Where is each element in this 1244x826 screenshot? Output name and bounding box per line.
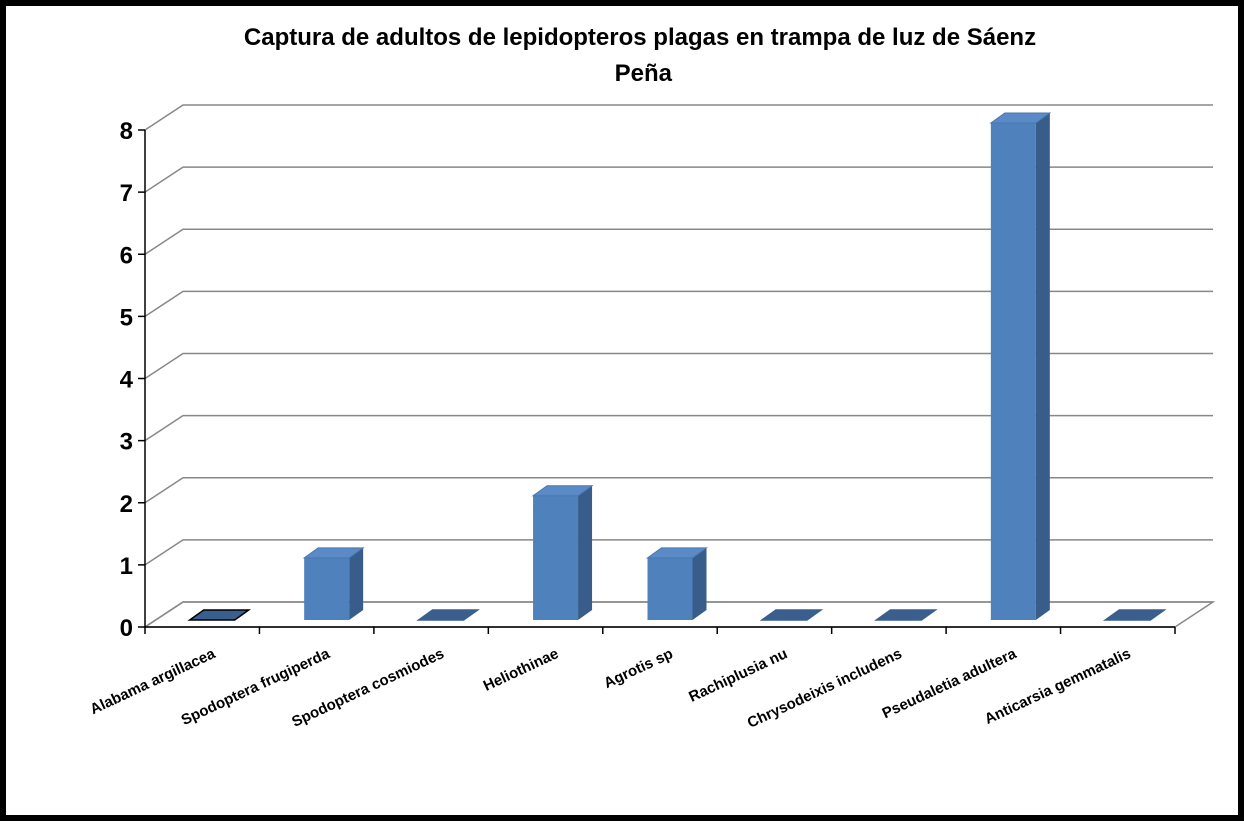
chart-title: Captura de adultos de lepidopteros plaga… [244, 24, 1036, 87]
bar-side [1035, 113, 1050, 620]
bar-top [531, 485, 594, 497]
bar-top [416, 609, 480, 621]
grid-line [144, 477, 1213, 504]
bar-top [1102, 609, 1167, 621]
y-tick-label: 7 [120, 180, 133, 207]
bar-front [990, 123, 1036, 620]
grid-line [144, 290, 1213, 318]
bar-top [645, 547, 709, 559]
bar [1102, 609, 1167, 621]
bar-front [533, 495, 579, 620]
y-tick-label: 5 [120, 304, 133, 331]
bar [759, 609, 824, 621]
bar-top [187, 609, 252, 621]
bar-top [302, 547, 365, 559]
bar-top [759, 609, 824, 621]
bar-top [989, 112, 1052, 124]
bar [989, 112, 1052, 620]
y-tick-label: 1 [120, 553, 133, 580]
bar [416, 609, 480, 621]
bar [531, 485, 594, 620]
y-tick-label: 6 [120, 242, 133, 269]
y-tick-label: 0 [120, 615, 133, 642]
bar [187, 609, 252, 621]
bar-front [647, 557, 693, 620]
y-tick-label: 3 [120, 429, 133, 456]
grid-line [144, 166, 1213, 193]
y-tick-label: 4 [120, 367, 134, 394]
grid-line [144, 352, 1213, 380]
bar-side [578, 485, 593, 620]
grid-line [144, 539, 1213, 566]
bar-side [349, 547, 364, 620]
grid-line [144, 414, 1213, 442]
bar [645, 547, 709, 620]
grid-line [144, 104, 1213, 131]
bar-side [692, 547, 707, 620]
bar-top [874, 609, 938, 621]
bar [302, 547, 365, 620]
bar [874, 609, 938, 621]
bar-front [304, 557, 350, 620]
grid-line [144, 601, 1213, 628]
grid-line [144, 228, 1213, 255]
y-tick-label: 2 [120, 491, 133, 518]
y-tick-label: 8 [120, 118, 133, 145]
